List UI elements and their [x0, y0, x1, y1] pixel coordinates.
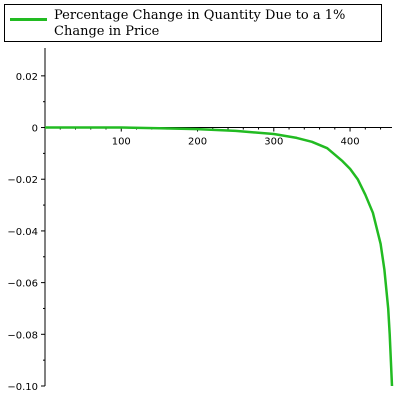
ticks: 0.02 0 −0.02 −0.04 −0.06 −0.08 −0.10 100 200 300 4… [7, 72, 382, 393]
y-tick-label: 0 [32, 124, 38, 135]
y-tick-label: −0.06 [7, 279, 38, 290]
legend-series-label: Percentage Change in Quantity Due to a 1… [54, 8, 346, 39]
legend-swatch-series [10, 18, 47, 21]
y-tick-label: 0.02 [16, 72, 38, 83]
y-tick-label: −0.02 [7, 175, 38, 186]
legend: Percentage Change in Quantity Due to a 1… [4, 4, 382, 42]
y-tick-label: −0.04 [7, 227, 38, 238]
x-tick-label: 200 [188, 137, 207, 148]
series-line [45, 126, 394, 387]
y-tick-label: −0.10 [7, 382, 38, 393]
y-tick-label: −0.08 [7, 330, 38, 341]
x-tick-label: 300 [264, 137, 283, 148]
x-tick-label: 100 [112, 137, 131, 148]
axes [44, 48, 392, 386]
x-tick-label: 400 [341, 137, 360, 148]
series [45, 126, 394, 387]
